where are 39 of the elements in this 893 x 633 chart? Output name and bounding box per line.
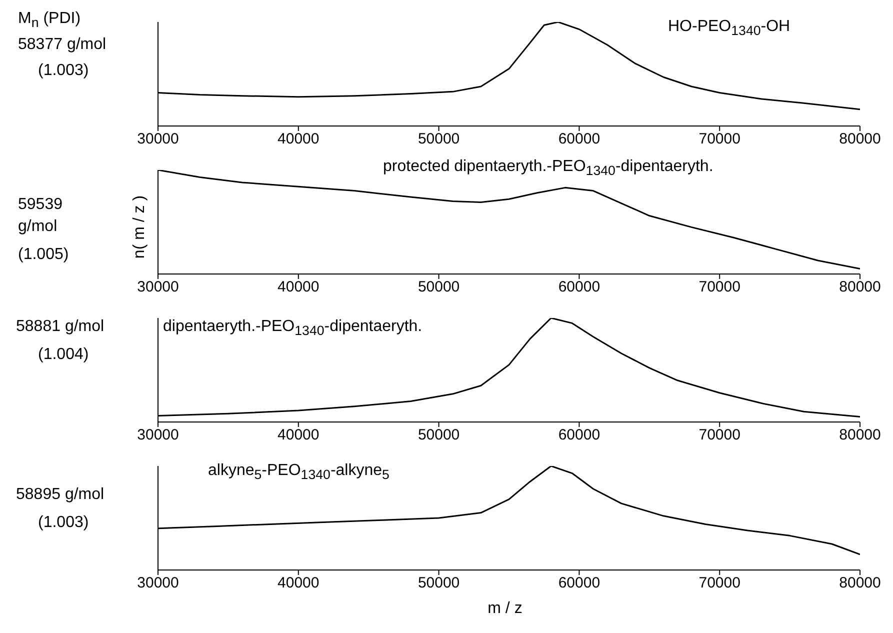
annotation: HO-PEO$_{1340}$-OH xyxy=(668,17,790,40)
text: (1.004) xyxy=(38,345,89,365)
x-tick-label: 80000 xyxy=(839,278,881,296)
x-tick-label: 80000 xyxy=(839,426,881,444)
x-tick-label: 30000 xyxy=(137,426,179,444)
annotation: dipentaeryth.-PEO$_{1340}$-dipentaeryth. xyxy=(163,317,422,340)
x-tick-label: 60000 xyxy=(558,278,600,296)
annotation: alkyne$_{5}$-PEO$_{1340}$-alkyne$_{5}$ xyxy=(208,461,390,484)
text: 58881 g/mol xyxy=(16,317,104,337)
x-tick-label: 40000 xyxy=(278,278,320,296)
x-tick-label: 40000 xyxy=(278,130,320,148)
x-tick-label: 40000 xyxy=(278,574,320,592)
x-tick-label: 40000 xyxy=(278,426,320,444)
text: 58377 g/mol xyxy=(18,35,106,55)
text: (1.005) xyxy=(18,245,69,265)
x-tick-label: 50000 xyxy=(418,574,460,592)
x-tick-label: 70000 xyxy=(698,574,740,592)
x-axis-title: m / z xyxy=(486,600,524,618)
x-tick-label: 50000 xyxy=(418,130,460,148)
x-tick-label: 60000 xyxy=(558,574,600,592)
x-tick-label: 80000 xyxy=(839,574,881,592)
annotation: protected dipentaeryth.-PEO$_{1340}$-dipentaeryth. xyxy=(383,157,714,180)
x-tick-label: 70000 xyxy=(698,278,740,296)
x-tick-label: 60000 xyxy=(558,130,600,148)
x-tick-label: 60000 xyxy=(558,426,600,444)
x-tick-label: 50000 xyxy=(418,426,460,444)
x-tick-label: 30000 xyxy=(137,574,179,592)
x-tick-label: 70000 xyxy=(698,130,740,148)
x-tick-label: 30000 xyxy=(137,130,179,148)
text: (1.003) xyxy=(38,61,89,81)
x-tick-label: 70000 xyxy=(698,426,740,444)
x-tick-label: 30000 xyxy=(137,278,179,296)
text: 58895 g/mol xyxy=(16,485,104,505)
text: (1.003) xyxy=(38,513,89,533)
x-tick-label: 50000 xyxy=(418,278,460,296)
x-tick-label: 80000 xyxy=(839,130,881,148)
y-axis-title: n( m / z ) xyxy=(131,194,149,261)
text: 59539 g/mol xyxy=(18,195,64,237)
text: M$_{n}$ (PDI) xyxy=(18,9,81,32)
